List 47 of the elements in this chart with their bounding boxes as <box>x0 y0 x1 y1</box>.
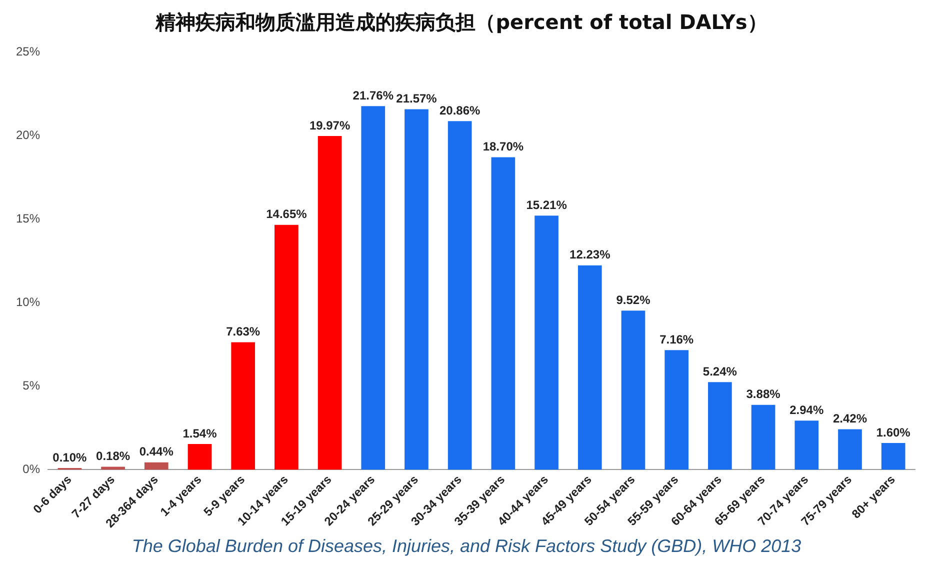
data-label: 5.24% <box>702 364 738 378</box>
bar <box>101 466 125 470</box>
data-label: 1.60% <box>876 425 911 440</box>
data-label: 7.16% <box>660 332 694 346</box>
data-label: 20.86% <box>439 103 481 118</box>
data-label: 2.42% <box>832 412 868 426</box>
y-tick-label: 5% <box>22 378 40 392</box>
bar <box>448 121 472 470</box>
data-label: 15.21% <box>526 198 568 212</box>
data-label: 7.63% <box>226 324 260 339</box>
bar <box>664 350 688 470</box>
y-tick-label: 15% <box>16 211 40 226</box>
y-tick-label: 10% <box>16 294 40 309</box>
bar <box>144 462 168 470</box>
bar <box>794 420 819 470</box>
bar <box>231 342 256 470</box>
bar <box>838 429 862 470</box>
data-label: 3.88% <box>746 387 781 402</box>
data-label: 21.57% <box>396 92 438 106</box>
bar <box>318 136 342 470</box>
y-tick-label: 25% <box>16 44 40 58</box>
bar <box>751 404 776 470</box>
chart-title: 精神疾病和物质滥用造成的疾病负担（percent of total DALYs） <box>154 10 768 34</box>
data-label: 0.44% <box>139 444 174 459</box>
data-label: 9.52% <box>616 292 651 307</box>
bar <box>621 310 646 470</box>
data-label: 21.76% <box>352 88 394 102</box>
bar <box>881 442 906 470</box>
data-label: 0.18% <box>96 449 130 464</box>
data-label: 1.54% <box>182 426 218 440</box>
bar <box>404 109 428 470</box>
data-label: 19.97% <box>309 118 350 132</box>
bar <box>708 382 732 470</box>
bar <box>274 224 298 470</box>
data-label: 0.10% <box>52 450 88 464</box>
bar <box>534 216 558 470</box>
bar <box>361 106 386 470</box>
bar <box>491 157 516 470</box>
text: The Global Burden of Diseases, Injuries, and Risk Factors Study (GBD), WHO 2013 <box>130 536 802 557</box>
data-label: 2.94% <box>790 402 824 417</box>
bar <box>578 265 602 470</box>
data-label: 14.65% <box>266 207 308 222</box>
y-tick-label: 20% <box>16 128 40 142</box>
data-label: 12.23% <box>570 248 611 262</box>
y-tick-label: 0% <box>22 462 40 476</box>
data-label: 18.70% <box>482 140 524 154</box>
bar <box>188 444 212 470</box>
